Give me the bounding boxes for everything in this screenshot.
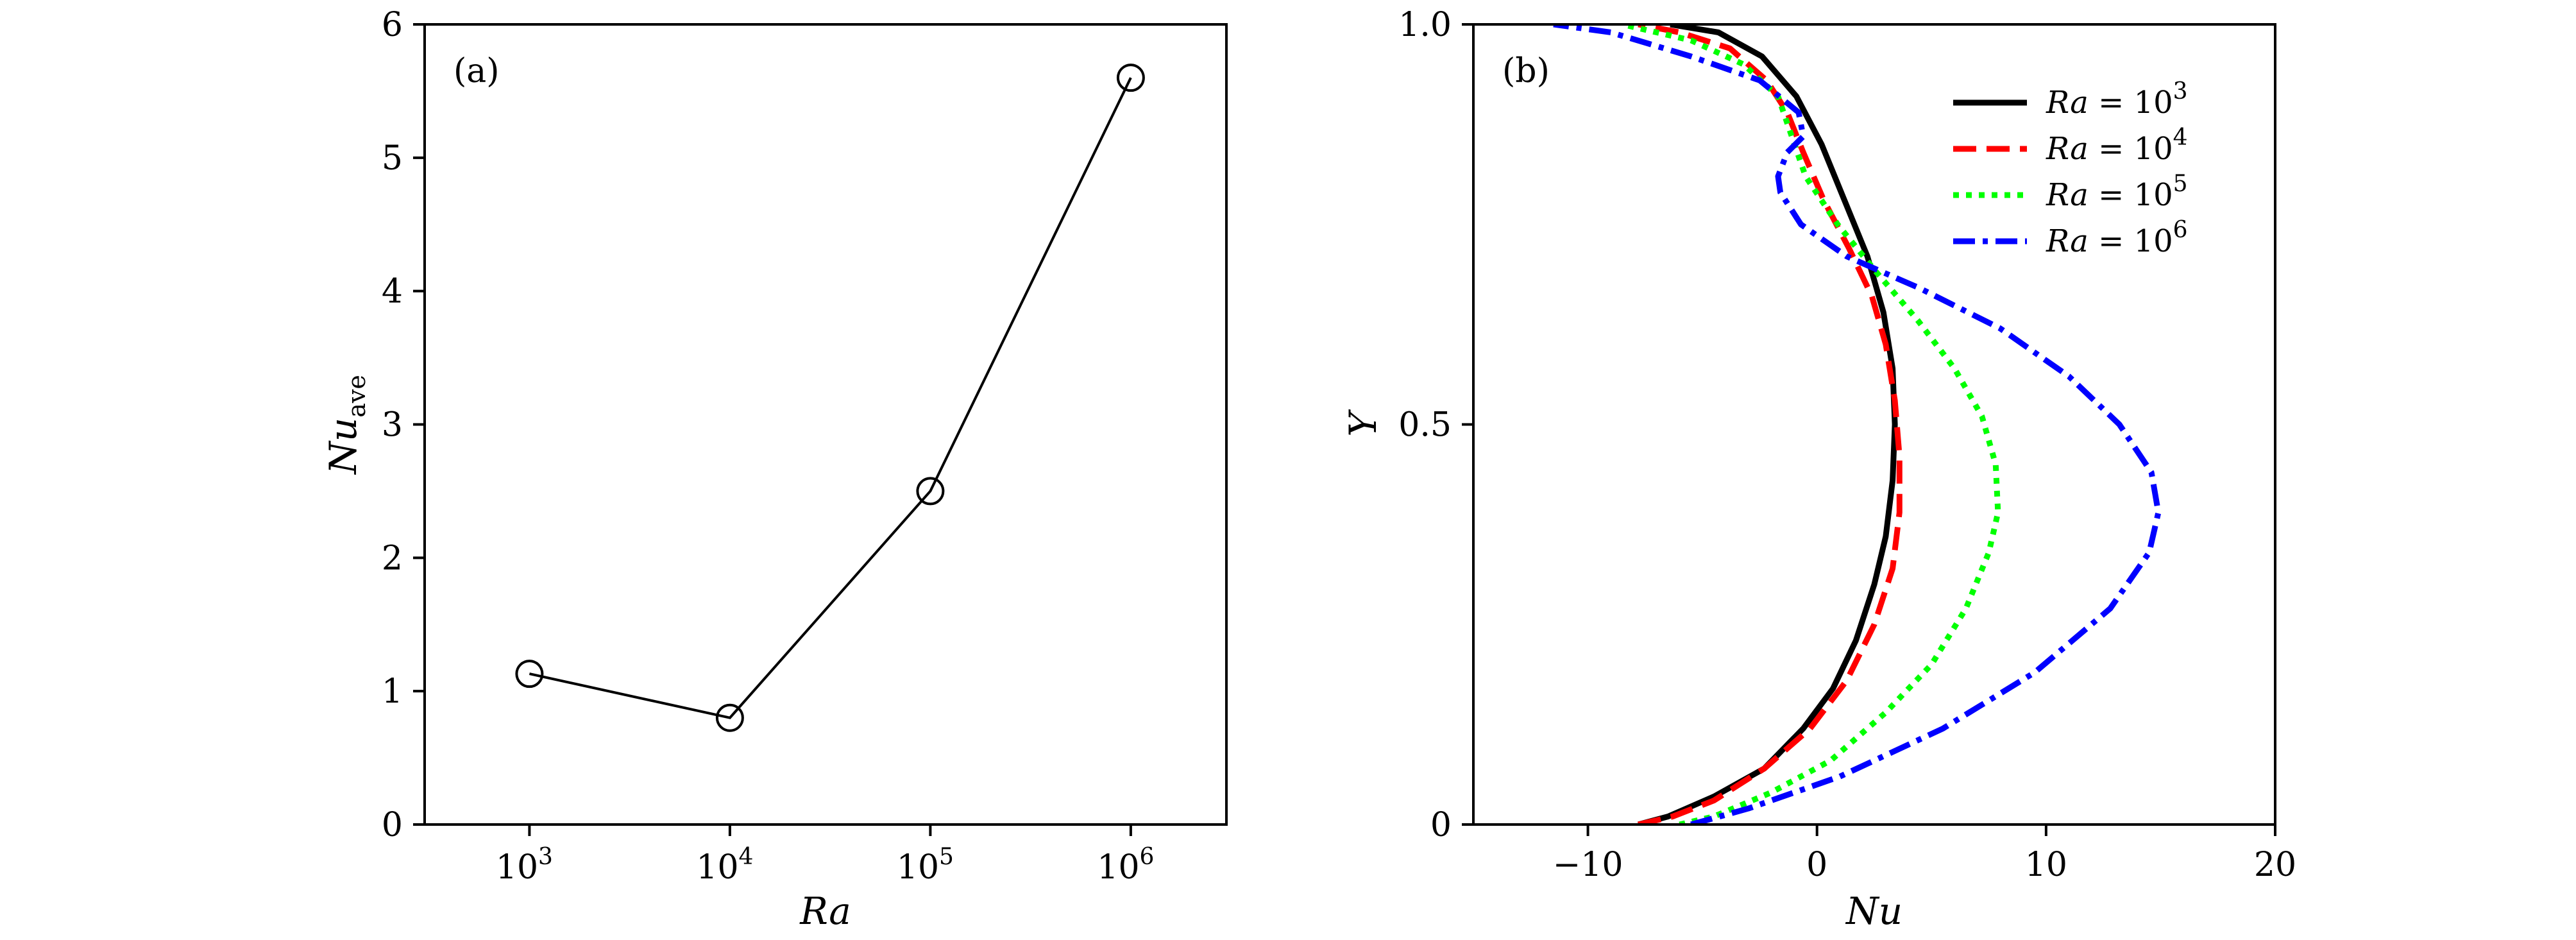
legend-label-exponent: 4 (2173, 124, 2188, 151)
plot-frame-a (423, 23, 1228, 826)
tick-exponent: 6 (1140, 844, 1155, 870)
y-axis-label-b: Y (1341, 409, 1385, 437)
y-tick-label-a: 2 (382, 539, 403, 577)
tick-base: 10 (897, 848, 939, 887)
legend-label-base: 10 (2134, 223, 2173, 259)
y-label-base: Nu (321, 418, 365, 475)
legend-label-var: Ra (2046, 177, 2089, 213)
legend-label-var: Ra (2046, 85, 2089, 121)
x-tick-label-a: 106 (1097, 844, 1154, 887)
plot-frame-b (1472, 23, 2276, 826)
legend-label-var: Ra (2046, 131, 2089, 167)
x-tick-label-b: 0 (1806, 846, 1827, 884)
legend-label: Ra = 103 (2046, 78, 2188, 121)
curves-b (1553, 24, 2162, 825)
legend-label-base: 10 (2134, 177, 2173, 213)
data-point-a (515, 660, 544, 688)
y-tick-label-b: 1.0 (1398, 6, 1452, 44)
legend-label: Ra = 105 (2046, 171, 2188, 213)
y-tick-label-a: 1 (382, 672, 403, 711)
x-tick-label-b: 20 (2254, 846, 2296, 884)
panel-label-b: (b) (1502, 52, 1550, 90)
data-point-a (1116, 64, 1145, 92)
data-point-a (715, 703, 744, 732)
legend-label-eq: = (2089, 131, 2134, 167)
y-tick-label-a: 4 (382, 273, 403, 311)
y-tick-label-b: 0.5 (1398, 406, 1452, 445)
y-tick-label-b: 0 (1430, 806, 1452, 844)
x-axis-label-a: Ra (799, 889, 851, 933)
series-line-a (529, 77, 1132, 719)
y-tick-label-a: 5 (382, 139, 403, 178)
series-line-b-ra-1e5 (1622, 24, 2001, 825)
y-label-subscript: ave (343, 375, 371, 418)
legend-label-base: 10 (2134, 85, 2173, 121)
legend-label: Ra = 106 (2046, 217, 2188, 259)
tick-exponent: 4 (739, 844, 754, 870)
data-point-a (916, 477, 945, 506)
series-line-b-ra-1e6 (1553, 24, 2162, 825)
x-tick-label-b: −10 (1553, 846, 1623, 884)
tick-base: 10 (496, 848, 538, 887)
legend-label: Ra = 104 (2046, 124, 2188, 167)
panel-label-a: (a) (453, 52, 500, 90)
x-tick-label-a: 103 (496, 844, 553, 887)
x-tick-label-a: 105 (897, 844, 954, 887)
x-tick-label-a: 104 (696, 844, 753, 887)
legend-label-exponent: 6 (2173, 217, 2188, 243)
tick-base: 10 (1097, 848, 1139, 887)
x-axis-label-b: Nu (1845, 889, 1902, 933)
series-line-b-ra-1e3 (1637, 24, 1898, 825)
tick-base: 10 (696, 848, 738, 887)
legend-label-exponent: 3 (2173, 78, 2188, 105)
y-axis-label-a: Nuave (321, 375, 371, 475)
legend-label-eq: = (2089, 177, 2134, 213)
x-tick-label-b: 10 (2025, 846, 2067, 884)
legend-label-exponent: 5 (2173, 171, 2188, 197)
legend-label-var: Ra (2046, 223, 2089, 259)
series-line-b-ra-1e4 (1638, 24, 1902, 825)
y-tick-label-a: 3 (382, 406, 403, 445)
y-tick-label-a: 0 (382, 806, 403, 844)
legend-label-eq: = (2089, 85, 2134, 121)
tick-exponent: 5 (939, 844, 954, 870)
legend-label-eq: = (2089, 223, 2134, 259)
tick-exponent: 3 (538, 844, 553, 870)
legend-label-base: 10 (2134, 131, 2173, 167)
y-tick-label-a: 6 (382, 6, 403, 44)
